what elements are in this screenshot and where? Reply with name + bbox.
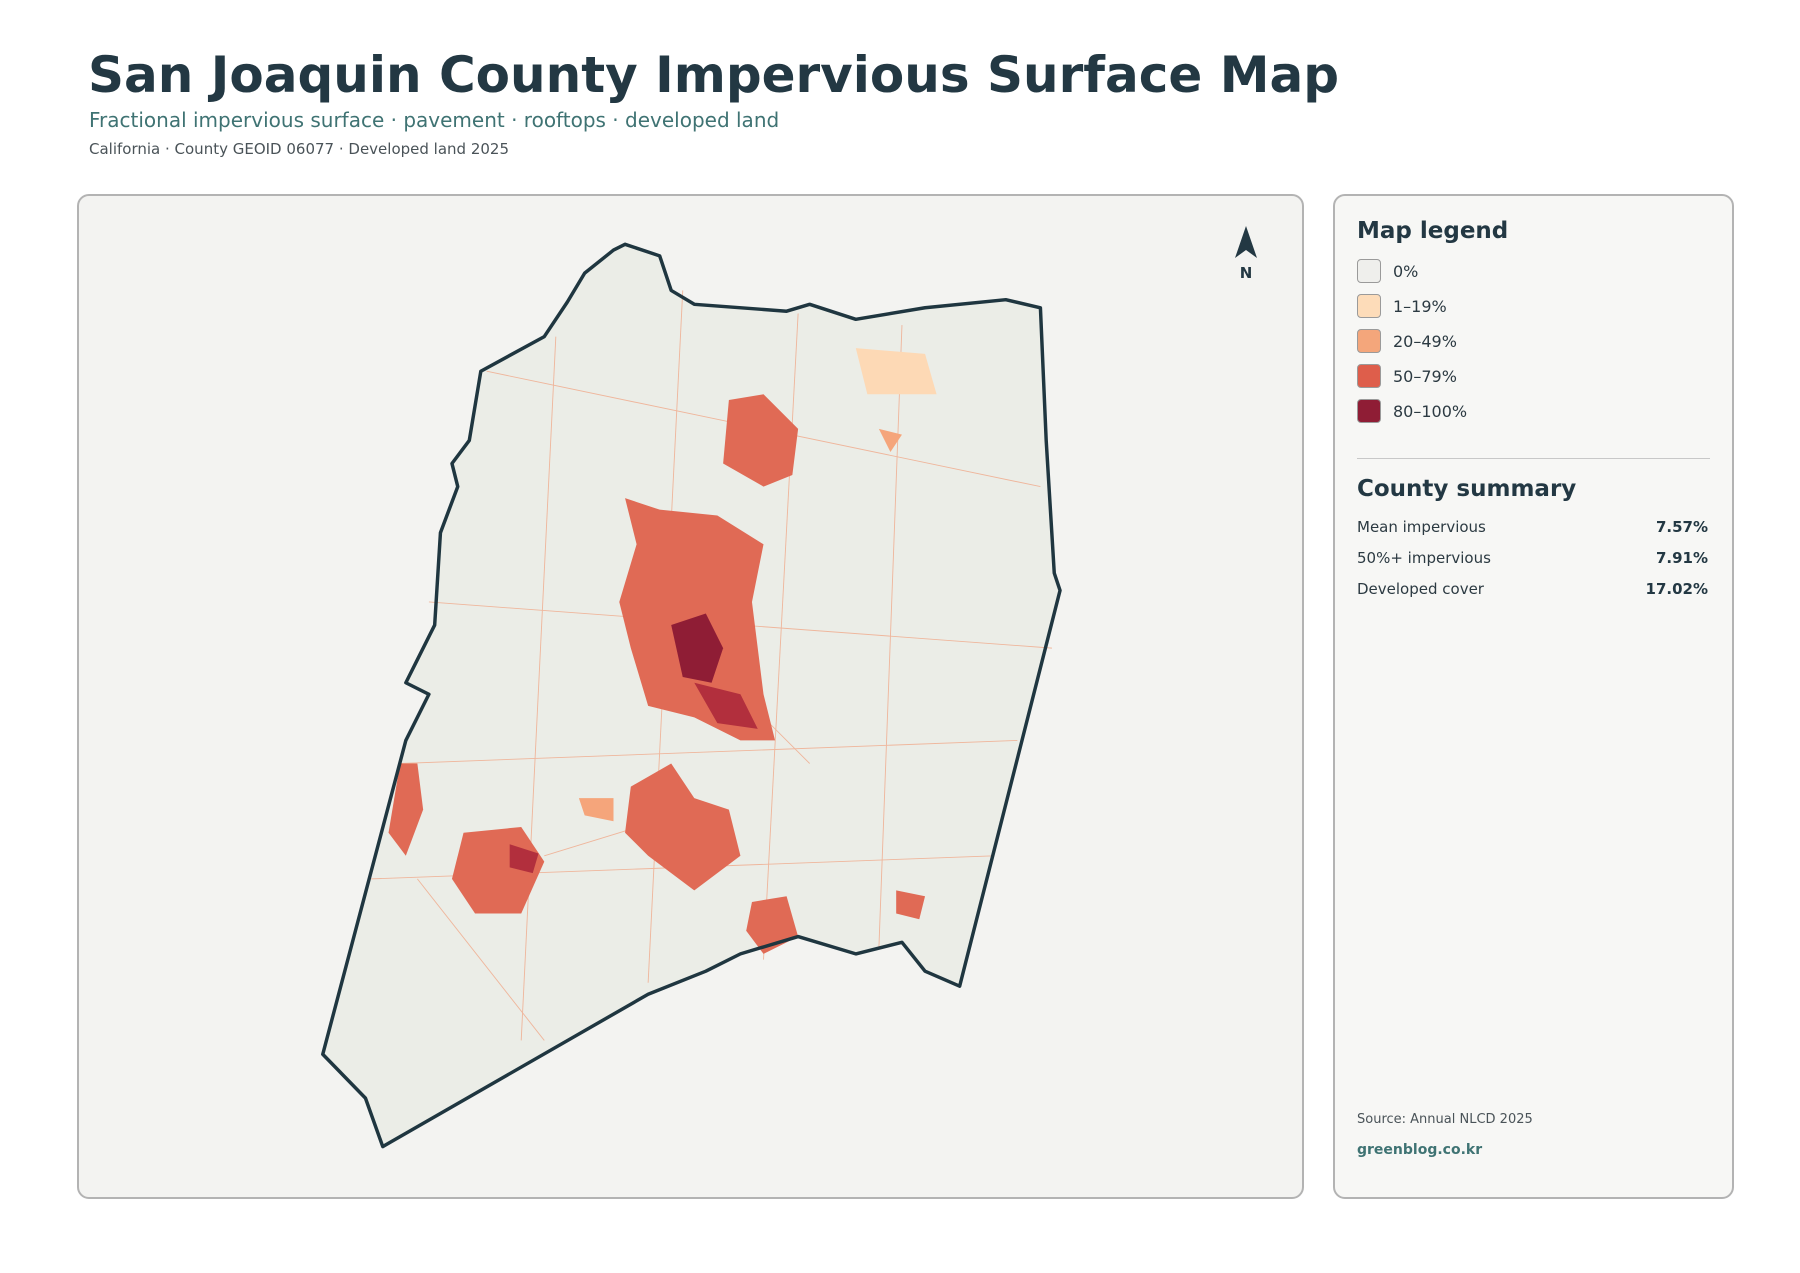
summary-row: 50%+ impervious 7.91%	[1357, 549, 1708, 567]
summary-row: Mean impervious 7.57%	[1357, 518, 1708, 536]
meta-line: California · County GEOID 06077 · Develo…	[89, 140, 509, 158]
urban-areas	[388, 348, 937, 954]
legend-swatch	[1357, 294, 1381, 318]
legend-panel: Map legend 0% 1–19% 20–49% 50–79% 80–100% Co…	[1333, 194, 1734, 1199]
legend-item: 20–49%	[1357, 328, 1457, 354]
credit: greenblog.co.kr	[1357, 1142, 1483, 1158]
legend-label: 0%	[1393, 261, 1419, 281]
legend-item: 50–79%	[1357, 363, 1457, 389]
source: Source: Annual NLCD 2025	[1357, 1112, 1533, 1127]
legend-item: 80–100%	[1357, 398, 1467, 424]
county-outline	[321, 242, 1062, 1149]
page-title: San Joaquin County Impervious Surface Ma…	[88, 46, 1340, 104]
legend-label: 20–49%	[1393, 331, 1457, 351]
legend-label: 50–79%	[1393, 366, 1457, 386]
summary-value: 7.57%	[1655, 518, 1708, 536]
legend-label: 1–19%	[1393, 296, 1447, 316]
summary-row: Developed cover 17.02%	[1357, 580, 1708, 598]
summary-title: County summary	[1357, 476, 1577, 502]
legend-swatch	[1357, 329, 1381, 353]
legend-item: 0%	[1357, 258, 1418, 284]
summary-label: 50%+ impervious	[1357, 549, 1491, 567]
map	[321, 242, 1062, 1149]
legend-item: 1–19%	[1357, 293, 1447, 319]
summary-label: Mean impervious	[1357, 518, 1486, 536]
divider	[1357, 458, 1710, 459]
map-panel	[77, 194, 1304, 1199]
county-map	[321, 242, 1062, 1149]
legend-swatch	[1357, 259, 1381, 283]
summary-value: 7.91%	[1655, 549, 1708, 567]
summary-label: Developed cover	[1357, 580, 1484, 598]
north-label: N	[1239, 264, 1253, 282]
legend-title: Map legend	[1357, 218, 1509, 244]
legend-label: 80–100%	[1393, 401, 1468, 421]
legend-swatch	[1357, 364, 1381, 388]
north-arrow: N	[1231, 224, 1261, 282]
legend-swatch	[1357, 399, 1381, 423]
subtitle: Fractional impervious surface · pavement…	[89, 108, 780, 132]
summary-value: 17.02%	[1645, 580, 1708, 598]
north-arrow-icon	[1235, 226, 1257, 258]
